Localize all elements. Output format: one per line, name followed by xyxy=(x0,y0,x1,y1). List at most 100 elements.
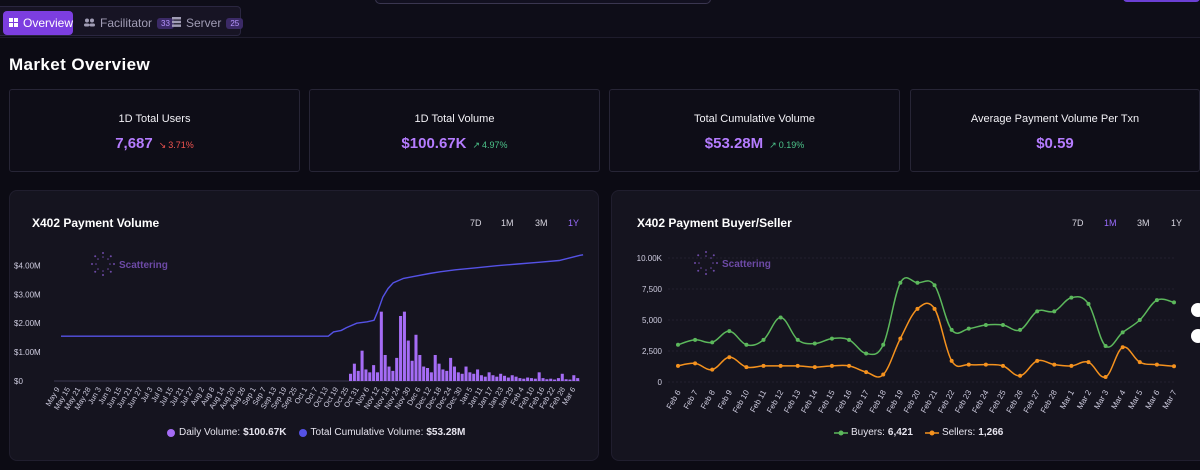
y-tick-label: 2,500 xyxy=(642,347,663,356)
daily-volume-bar xyxy=(487,372,491,381)
connect-button[interactable] xyxy=(1123,0,1200,2)
sellers-point xyxy=(676,363,680,368)
daily-volume-bar xyxy=(472,373,476,381)
daily-volume-bar xyxy=(529,378,533,381)
buyers-point xyxy=(795,337,800,342)
sellers-point xyxy=(847,363,852,368)
cumulative-volume-line xyxy=(61,254,584,337)
tab-server-label: Server xyxy=(186,16,222,30)
daily-volume-bar xyxy=(560,373,564,381)
daily-volume-bar xyxy=(352,363,356,381)
sellers-point xyxy=(1086,360,1091,365)
sellers-point xyxy=(1137,360,1142,365)
users-icon xyxy=(84,16,95,30)
sellers-point xyxy=(778,363,783,368)
range-1y-button[interactable]: 1Y xyxy=(568,218,580,228)
daily-volume-bar xyxy=(479,375,483,381)
stat-label: Total Cumulative Volume xyxy=(693,113,816,125)
daily-volume-bar xyxy=(349,373,353,381)
tab-overview[interactable]: Overview xyxy=(3,11,73,35)
legend-label: Buyers: xyxy=(851,427,885,438)
daily-volume-bar xyxy=(418,355,422,381)
daily-volume-bar xyxy=(456,372,460,381)
tab-bar: Overview Facilitator 33 Server 25 xyxy=(0,6,244,36)
daily-volume-bar xyxy=(553,379,557,381)
daily-volume-bar xyxy=(556,378,560,381)
trend-up-icon: ↗ xyxy=(472,140,481,150)
sellers-point xyxy=(932,306,937,311)
watermark-text: Scattering xyxy=(119,260,168,271)
tab-facilitator[interactable]: Facilitator 33 xyxy=(84,12,174,34)
stat-value: $0.59 xyxy=(1036,135,1074,152)
sellers-point xyxy=(898,336,903,341)
volume-legend: Daily Volume: $100.67K Total Cumulative … xyxy=(167,427,477,438)
x-tick-label: Mar 4 xyxy=(1109,388,1127,411)
daily-volume-bar xyxy=(422,366,426,381)
legend-sellers[interactable]: Sellers: 1,266 xyxy=(924,427,1003,438)
legend-value: 6,421 xyxy=(887,427,913,438)
buyers-point xyxy=(812,341,817,346)
daily-volume-bar xyxy=(449,357,453,381)
buyers-point xyxy=(761,337,766,342)
side-action-button[interactable] xyxy=(1191,303,1200,317)
range-3m-button[interactable]: 3M xyxy=(1137,218,1150,228)
daily-volume-bar xyxy=(564,379,568,381)
daily-volume-bar xyxy=(375,372,379,381)
sellers-point xyxy=(1018,373,1023,378)
buyers-point xyxy=(932,283,937,288)
stat-card-cumulative-volume: Total Cumulative Volume $53.28M ↗ 0.19% xyxy=(609,89,900,172)
range-3m-button[interactable]: 3M xyxy=(535,218,548,228)
sellers-point xyxy=(983,362,988,367)
grid-icon xyxy=(9,16,18,30)
stat-label: 1D Total Volume xyxy=(414,113,495,125)
search-input[interactable] xyxy=(375,0,711,4)
range-7d-button[interactable]: 7D xyxy=(1072,218,1084,228)
y-tick-label: $4.00M xyxy=(14,261,41,270)
legend-buyers[interactable]: Buyers: 6,421 xyxy=(834,427,913,438)
daily-volume-bar xyxy=(533,378,537,381)
buyers-point xyxy=(1154,298,1159,303)
legend-daily-volume[interactable]: Daily Volume: $100.67K xyxy=(167,427,287,438)
sellers-point xyxy=(1120,345,1125,350)
y-tick-label: $2.00M xyxy=(14,319,41,328)
buyers-point xyxy=(1103,344,1108,349)
buyer-seller-chart-svg: 0 2,500 5,000 7,500 10.00K Feb 6 Feb 7 Feb 8 Feb… xyxy=(637,254,1179,415)
buyer-seller-chart-panel: X402 Payment Buyer/Seller 7D 1M 3M 1Y Sc… xyxy=(611,190,1200,461)
y-tick-label: $1.00M xyxy=(14,348,41,357)
x-tick-label: Mar 5 xyxy=(1127,388,1145,411)
range-1m-button[interactable]: 1M xyxy=(1104,218,1117,228)
sellers-point xyxy=(915,306,920,311)
daily-volume-bar xyxy=(568,379,572,381)
daily-volume-bar xyxy=(383,355,387,381)
daily-volume-bar xyxy=(510,375,514,381)
sellers-point xyxy=(864,370,869,375)
range-1y-button[interactable]: 1Y xyxy=(1171,218,1183,228)
stat-label: 1D Total Users xyxy=(118,113,191,125)
daily-volume-bar xyxy=(526,377,530,381)
daily-volume-bar xyxy=(483,376,487,381)
sellers-point xyxy=(966,362,971,367)
sellers-point xyxy=(710,367,715,372)
tab-server[interactable]: Server 25 xyxy=(172,12,244,34)
stat-card-total-users: 1D Total Users 7,687 ↘ 3.71% xyxy=(9,89,300,172)
server-count-badge: 25 xyxy=(226,17,244,29)
sellers-point xyxy=(693,361,698,366)
buyers-point xyxy=(1120,330,1125,335)
facilitator-count-badge: 33 xyxy=(157,17,174,29)
stat-card-total-volume: 1D Total Volume $100.67K ↗ 4.97% xyxy=(309,89,600,172)
buyers-point xyxy=(864,351,869,356)
y-tick-label: 10.00K xyxy=(637,254,663,263)
side-action-button[interactable] xyxy=(1191,329,1200,343)
range-1m-button[interactable]: 1M xyxy=(501,218,514,228)
legend-cumulative-volume[interactable]: Total Cumulative Volume: $53.28M xyxy=(298,427,465,438)
y-tick-label: 0 xyxy=(658,378,663,387)
legend-label: Total Cumulative Volume: xyxy=(310,427,424,438)
daily-volume-bar xyxy=(545,379,549,381)
buyers-point xyxy=(1035,309,1040,314)
daily-volume-bar xyxy=(433,355,437,381)
range-7d-button[interactable]: 7D xyxy=(470,218,482,228)
buyers-point xyxy=(966,326,971,331)
page-title: Market Overview xyxy=(9,55,151,74)
sellers-point xyxy=(744,365,749,370)
daily-volume-bar xyxy=(476,369,480,381)
